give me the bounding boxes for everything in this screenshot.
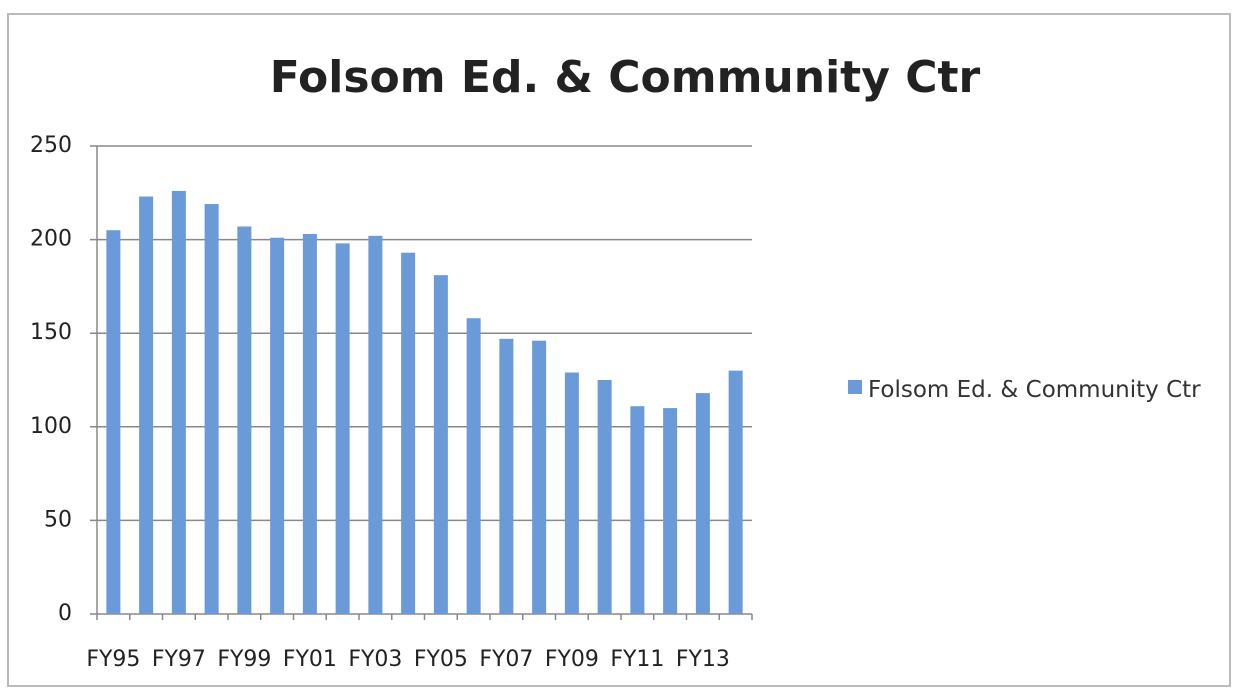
x-tick-label: FY97 [152, 647, 206, 672]
bar [139, 196, 154, 614]
chart-border [7, 13, 1231, 687]
bar [368, 235, 383, 614]
y-tick-label: 0 [58, 601, 72, 626]
y-tick-label: 50 [44, 507, 72, 532]
bar [663, 408, 678, 614]
y-tick-label: 100 [30, 414, 72, 439]
bar [270, 237, 285, 614]
x-tick-label: FY05 [414, 647, 468, 672]
x-tick-label: FY07 [479, 647, 533, 672]
bar [106, 230, 121, 615]
x-tick-label: FY11 [610, 647, 664, 672]
y-tick-label: 200 [30, 227, 72, 252]
bar [532, 340, 547, 614]
legend-label: Folsom Ed. & Community Ctr [868, 377, 1201, 403]
bar [695, 393, 710, 614]
bar [630, 406, 645, 614]
bar [204, 204, 219, 615]
x-tick-label: FY03 [348, 647, 402, 672]
x-tick-label: FY09 [545, 647, 599, 672]
chart-title: Folsom Ed. & Community Ctr [270, 52, 981, 103]
bar [597, 380, 612, 614]
y-tick-label: 150 [30, 320, 72, 345]
bar [433, 275, 448, 614]
bar [335, 243, 350, 614]
bar [499, 338, 514, 614]
bar [564, 372, 579, 614]
bar [302, 233, 317, 614]
x-tick-label: FY99 [217, 647, 271, 672]
x-tick-label: FY13 [676, 647, 730, 672]
y-tick-label: 250 [30, 133, 72, 158]
bar [466, 318, 481, 614]
bar [728, 370, 743, 614]
bar [171, 190, 186, 615]
bar [401, 252, 416, 615]
bar [237, 226, 252, 614]
x-tick-label: FY01 [283, 647, 337, 672]
x-tick-label: FY95 [86, 647, 140, 672]
legend-swatch [848, 380, 862, 394]
